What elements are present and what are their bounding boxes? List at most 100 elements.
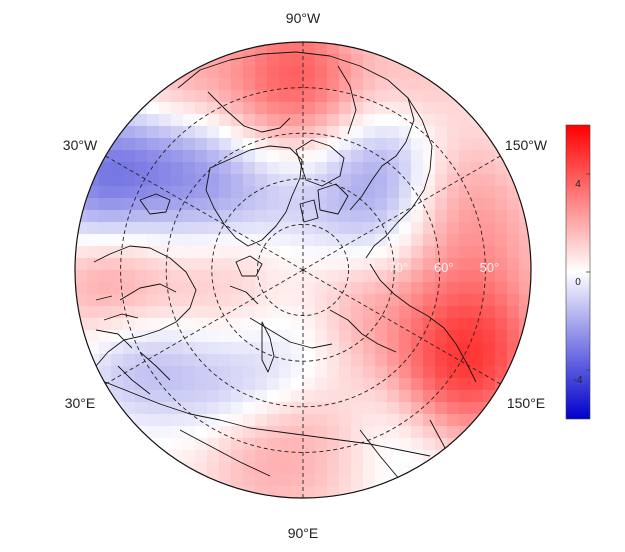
- anomaly-cell: [423, 462, 436, 475]
- anomaly-cell: [207, 66, 220, 79]
- anomaly-cell: [435, 246, 448, 259]
- anomaly-cell: [423, 282, 436, 295]
- anomaly-cell: [471, 114, 484, 127]
- europe-borders: [95, 295, 171, 395]
- anomaly-cell: [351, 330, 364, 343]
- anomaly-cell: [159, 366, 172, 379]
- anomaly-cell: [135, 342, 148, 355]
- anomaly-cell: [303, 438, 316, 451]
- anomaly-cell: [459, 198, 472, 211]
- anomaly-cell: [411, 330, 424, 343]
- anomaly-cell: [195, 258, 208, 271]
- anomaly-cell: [327, 78, 340, 91]
- anomaly-cell: [363, 114, 376, 127]
- anomaly-cell: [183, 162, 196, 175]
- anomaly-cell: [375, 414, 388, 427]
- anomaly-cell: [255, 102, 268, 115]
- anomaly-cell: [471, 306, 484, 319]
- anomaly-cell: [279, 210, 292, 223]
- anomaly-cell: [291, 54, 304, 67]
- anomaly-cell: [327, 330, 340, 343]
- alaska-coast: [365, 97, 433, 259]
- anomaly-cell: [267, 174, 280, 187]
- anomaly-cell: [483, 258, 496, 271]
- anomaly-cell: [363, 450, 376, 463]
- anomaly-cell: [291, 222, 304, 235]
- anomaly-cell: [363, 342, 376, 355]
- anomaly-cell: [135, 366, 148, 379]
- anomaly-cell: [219, 42, 232, 55]
- anomaly-cell: [231, 210, 244, 223]
- anomaly-cell: [195, 150, 208, 163]
- anomaly-cell: [159, 342, 172, 355]
- anomaly-cell: [147, 198, 160, 211]
- anomaly-cell: [519, 354, 531, 367]
- anomaly-cell: [315, 126, 328, 139]
- anomaly-cell: [507, 234, 520, 247]
- anomaly-cell: [183, 174, 196, 187]
- anomaly-cell: [135, 282, 148, 295]
- anomaly-cell: [375, 342, 388, 355]
- anomaly-cell: [315, 234, 328, 247]
- anomaly-cell: [111, 342, 124, 355]
- anomaly-cell: [471, 402, 484, 415]
- anomaly-cell: [447, 306, 460, 319]
- anomaly-cell: [255, 210, 268, 223]
- anomaly-cell: [291, 246, 304, 259]
- anomaly-cell: [411, 138, 424, 151]
- anomaly-cell: [363, 318, 376, 331]
- anomaly-cell: [375, 426, 388, 439]
- anomaly-cell: [147, 342, 160, 355]
- anomaly-cell: [219, 486, 232, 498]
- anomaly-cell: [351, 222, 364, 235]
- anomaly-cell: [267, 462, 280, 475]
- anomaly-cell: [387, 486, 400, 498]
- anomaly-cell: [99, 318, 112, 331]
- anomaly-cell: [459, 138, 472, 151]
- anomaly-cell: [303, 150, 316, 163]
- anomaly-cell: [291, 450, 304, 463]
- anomaly-cell: [375, 486, 388, 498]
- anomaly-cell: [303, 198, 316, 211]
- latitude-label-70: 70°: [388, 260, 408, 275]
- anomaly-cell: [483, 186, 496, 199]
- anomaly-cell: [339, 306, 352, 319]
- anomaly-cell: [471, 102, 484, 115]
- anomaly-cell: [267, 342, 280, 355]
- anomaly-cell: [267, 210, 280, 223]
- anomaly-cell: [495, 162, 508, 175]
- anomaly-cell: [207, 270, 220, 283]
- anomaly-cell: [483, 162, 496, 175]
- anomaly-cell: [339, 138, 352, 151]
- anomaly-cell: [291, 102, 304, 115]
- anomaly-cell: [291, 366, 304, 379]
- anomaly-cell: [219, 390, 232, 403]
- anomaly-cell: [159, 258, 172, 271]
- anomaly-cell: [291, 438, 304, 451]
- anomaly-cell: [123, 414, 136, 427]
- anomaly-cell: [279, 414, 292, 427]
- latitude-circle: [120, 87, 486, 453]
- anomaly-cell: [195, 210, 208, 223]
- anomaly-cell: [195, 462, 208, 475]
- lon-label-90w: 90°W: [286, 10, 321, 26]
- anomaly-cell: [195, 354, 208, 367]
- anomaly-cell: [363, 162, 376, 175]
- anomaly-cell: [123, 270, 136, 283]
- anomaly-cell: [435, 366, 448, 379]
- anomaly-cell: [75, 258, 88, 271]
- anomaly-cell: [495, 366, 508, 379]
- anomaly-cell: [183, 414, 196, 427]
- anomaly-cell: [411, 54, 424, 67]
- anomaly-cell: [423, 414, 436, 427]
- anomaly-cell: [483, 198, 496, 211]
- anomaly-cell: [315, 306, 328, 319]
- anomaly-cell: [219, 222, 232, 235]
- anomaly-cell: [159, 126, 172, 139]
- anomaly-cell: [255, 186, 268, 199]
- anomaly-cell: [243, 318, 256, 331]
- anomaly-cell: [327, 318, 340, 331]
- anomaly-cell: [447, 450, 460, 463]
- anomaly-cell: [291, 294, 304, 307]
- anomaly-cell: [519, 282, 531, 295]
